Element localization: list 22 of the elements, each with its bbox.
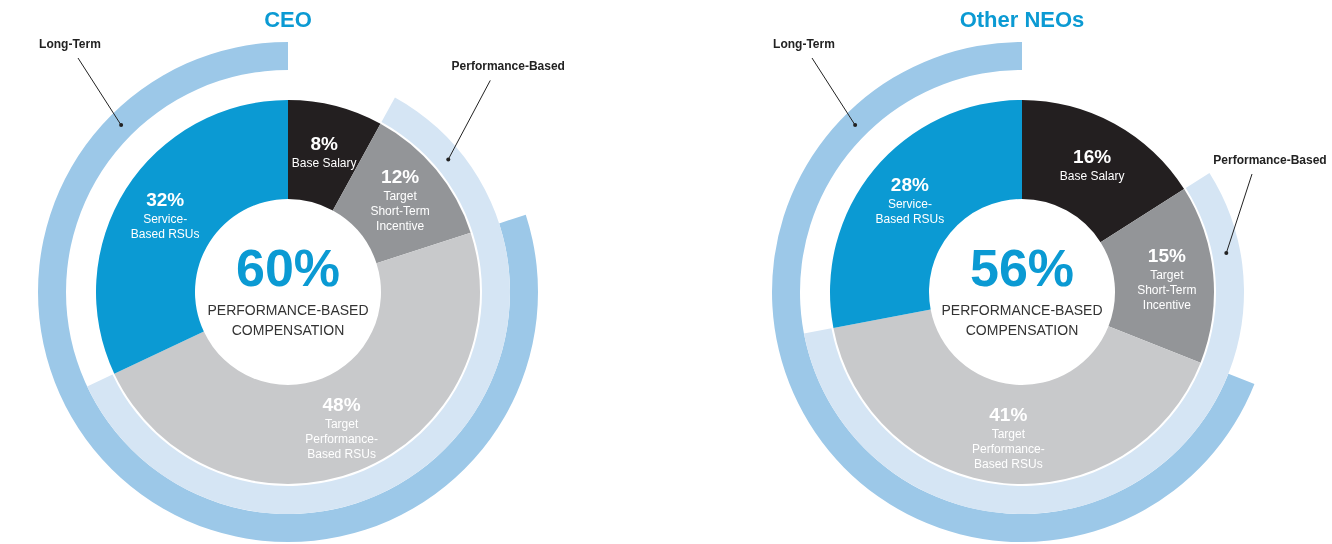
- text: Performance-Based: [451, 59, 565, 74]
- data-label: 15%: [1147, 245, 1186, 267]
- chart-title: CEO: [264, 6, 312, 32]
- slice-label: Base Salary: [1059, 169, 1125, 184]
- text: PERFORMANCE-BASED COMPENSATION: [941, 302, 1103, 338]
- data-label: 28%: [890, 173, 930, 195]
- slice-label: Service-Based RSUs: [875, 196, 945, 226]
- data-label: 16%: [1073, 146, 1112, 168]
- slice-label: Target Short-Term Incentive: [370, 189, 430, 234]
- text: Long-Term: [773, 37, 835, 51]
- text: Long-Term: [39, 37, 101, 51]
- text: Performance-Based: [1213, 153, 1327, 168]
- data-label: 8%: [310, 133, 339, 155]
- data-label: 12%: [381, 166, 420, 188]
- text: 60%: [235, 239, 341, 297]
- slice-label: Target Short-Term Incentive: [1137, 268, 1197, 313]
- text: PERFORMANCE-BASED COMPENSATION: [207, 302, 369, 338]
- chart-title: Other NEOs: [959, 6, 1085, 32]
- text: 56%: [969, 239, 1075, 297]
- data-label: 32%: [146, 188, 185, 210]
- slice-label: Base Salary: [291, 156, 357, 171]
- slice-label: Service-Based RSUs: [130, 211, 200, 241]
